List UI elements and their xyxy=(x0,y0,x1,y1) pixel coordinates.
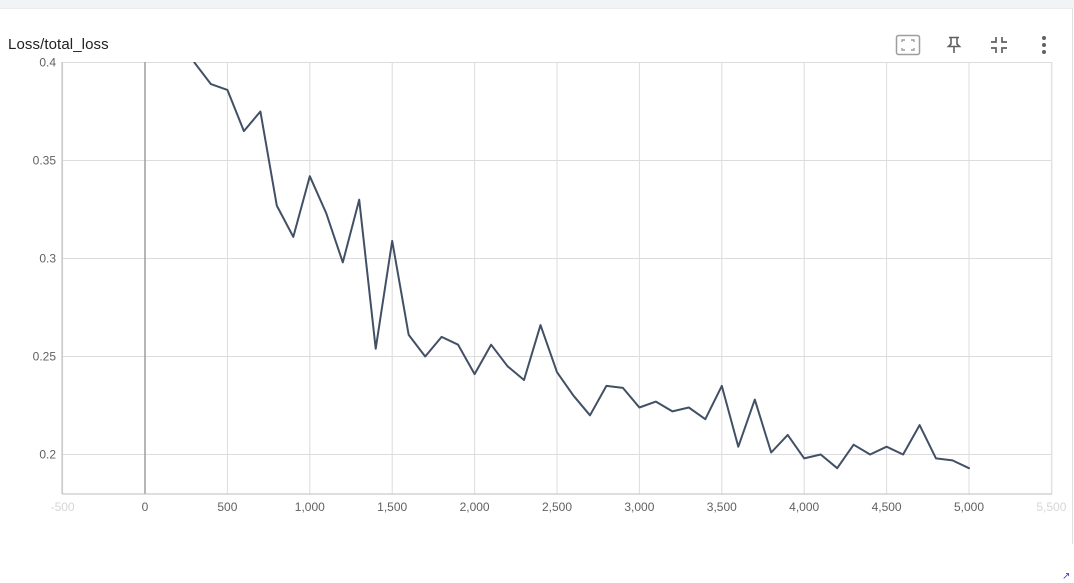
y-tick-label: 0.3 xyxy=(39,252,56,266)
chart-axes xyxy=(61,62,1053,495)
x-tick-label: 5,000 xyxy=(954,500,984,514)
x-tick-label: 2,000 xyxy=(460,500,490,514)
x-tick-label: 3,500 xyxy=(707,500,737,514)
x-tick-label: 0 xyxy=(142,500,149,514)
x-tick-label: 500 xyxy=(217,500,237,514)
pin-button[interactable] xyxy=(940,31,968,59)
cursor-icon: ↗ xyxy=(1062,571,1071,582)
series-line[interactable] xyxy=(193,62,970,470)
y-tick-label: 0.25 xyxy=(33,350,57,364)
y-tick-label: 0.4 xyxy=(39,56,56,70)
x-tick-label: 5,500 xyxy=(1036,500,1066,514)
x-tick-label: 4,000 xyxy=(789,500,819,514)
x-tick-label: 1,000 xyxy=(295,500,325,514)
x-tick-label: 3,000 xyxy=(624,500,654,514)
pin-icon xyxy=(946,36,962,53)
fit-screen-icon xyxy=(895,34,921,56)
series-layer xyxy=(193,62,970,470)
collapse-button[interactable] xyxy=(985,31,1013,59)
y-tick-label: 0.35 xyxy=(33,154,57,168)
more-options-button[interactable] xyxy=(1030,31,1058,59)
top-strip xyxy=(0,0,1074,8)
fit-domain-button[interactable] xyxy=(894,31,922,59)
collapse-icon xyxy=(991,37,1007,53)
y-axis-ticks: 0.2 0.25 0.3 0.35 0.4 xyxy=(33,56,57,462)
x-tick-label: 2,500 xyxy=(542,500,572,514)
x-tick-label: -500 xyxy=(51,500,75,514)
more-vert-icon xyxy=(1042,36,1046,54)
chart-title: Loss/total_loss xyxy=(8,36,109,53)
chart-grid xyxy=(62,62,1052,494)
x-tick-label: 4,500 xyxy=(872,500,902,514)
x-axis-ticks: -500 0 500 1,000 1,500 2,000 2,500 3,000 3,500 4,… xyxy=(51,500,1067,514)
x-tick-label: 1,500 xyxy=(377,500,407,514)
y-tick-label: 0.2 xyxy=(39,448,56,462)
